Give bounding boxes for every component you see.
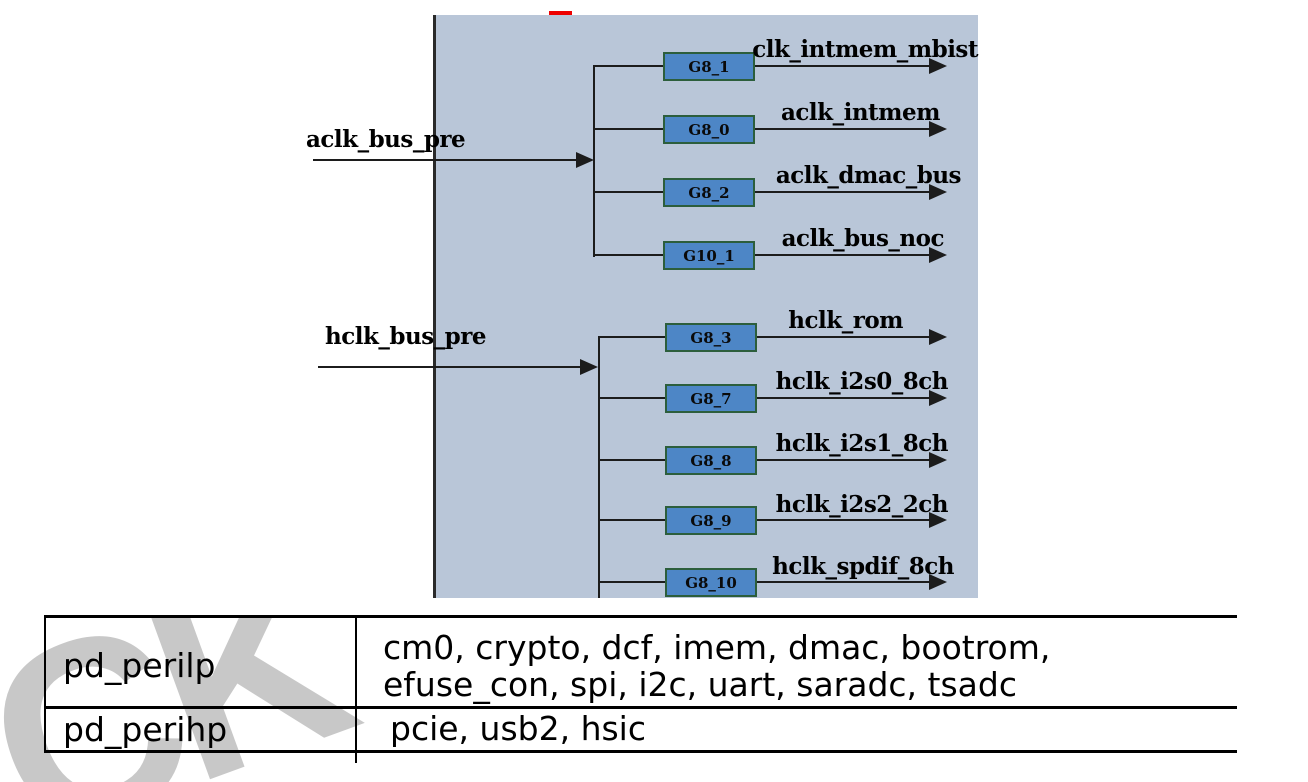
arrowhead-icon [929,512,947,528]
arrowhead-icon [576,152,594,168]
arrowhead-icon [929,329,947,345]
gate-box: G8_9 [665,506,757,535]
gate-box: G8_10 [665,568,757,597]
table-cell-modules-line2: efuse_con, spi, i2c, uart, saradc, tsadc [383,665,1017,704]
table-border-bottom [45,750,1237,753]
arrowhead-icon [580,359,598,375]
watermark: CK [0,618,376,782]
gate-label: G8_7 [690,389,732,408]
table-row-divider [45,706,1237,709]
wire [595,191,932,193]
wire [595,128,932,130]
output-label: aclk_intmem [781,99,940,126]
gate-box: G8_2 [663,178,755,207]
output-label: hclk_i2s1_8ch [775,430,949,457]
table-cell-domain: pd_perihp [63,710,228,749]
arrowhead-icon [929,58,947,74]
gate-label: G8_9 [690,511,732,530]
gate-box: G10_1 [663,241,755,270]
output-label: clk_intmem_mbist [752,36,978,63]
clock-diagram-panel [433,15,978,598]
gate-box: G8_8 [665,446,757,475]
red-mark [549,11,572,15]
table-border-left [44,615,46,753]
wire [600,459,932,461]
wire [595,254,932,256]
table-cell-domain: pd_perilp [63,646,216,685]
gate-label: G8_8 [690,451,732,470]
gate-label: G8_2 [688,183,730,202]
arrowhead-icon [929,247,947,263]
gate-box: G8_7 [665,384,757,413]
table-cell-modules-line1: cm0, crypto, dcf, imem, dmac, bootrom, [383,628,1051,667]
output-label: hclk_spdif_8ch [772,553,954,580]
output-label: hclk_i2s0_8ch [775,368,949,395]
branch-wire [598,336,600,598]
gate-label: G8_3 [690,328,732,347]
output-label: aclk_dmac_bus [775,162,962,189]
gate-box: G8_1 [663,52,755,81]
wire [600,397,932,399]
input-label-hclk-bus-pre: hclk_bus_pre [325,323,487,350]
wire [318,366,581,368]
wire [595,65,932,67]
wire [313,159,577,161]
gate-label: G8_10 [685,573,737,592]
branch-wire [593,65,595,257]
wire [600,519,932,521]
output-label: aclk_bus_noc [781,225,945,252]
output-label: hclk_i2s2_2ch [775,491,949,518]
table-column-divider [355,615,357,763]
arrowhead-icon [929,184,947,200]
gate-label: G10_1 [683,246,735,265]
wire [600,581,932,583]
arrowhead-icon [929,574,947,590]
table-cell-modules-line1: pcie, usb2, hsic [390,709,646,748]
input-label-aclk-bus-pre: aclk_bus_pre [306,126,466,153]
wire [600,336,932,338]
gate-label: G8_1 [688,57,730,76]
output-label: hclk_rom [788,307,903,334]
arrowhead-icon [929,390,947,406]
gate-box: G8_0 [663,115,755,144]
arrowhead-icon [929,452,947,468]
arrowhead-icon [929,121,947,137]
table-border-top [45,615,1237,618]
gate-box: G8_3 [665,323,757,352]
gate-label: G8_0 [688,120,730,139]
